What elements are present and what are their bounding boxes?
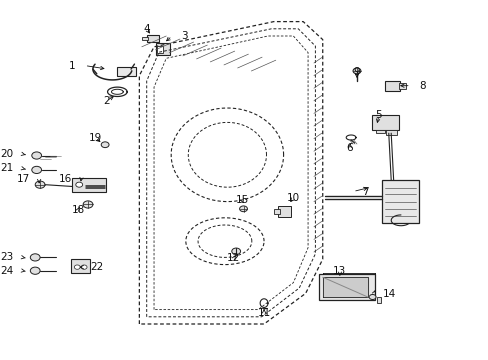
Circle shape [30, 254, 40, 261]
Text: 6: 6 [346, 143, 352, 153]
Text: 14: 14 [382, 289, 395, 300]
Circle shape [32, 166, 41, 174]
Text: 18: 18 [71, 204, 85, 215]
Text: 22: 22 [90, 262, 103, 272]
Circle shape [101, 142, 109, 148]
Circle shape [35, 181, 45, 188]
Circle shape [30, 267, 40, 274]
Text: 19: 19 [88, 132, 102, 143]
Bar [376, 297, 381, 303]
Circle shape [32, 152, 41, 159]
Bar [142, 37, 147, 40]
Bar [273, 209, 279, 214]
Text: 20: 20 [0, 149, 14, 159]
Text: 7: 7 [361, 186, 368, 197]
Text: 12: 12 [226, 253, 240, 264]
Circle shape [83, 201, 93, 208]
Bar [382, 180, 418, 223]
Text: 9: 9 [353, 67, 360, 77]
Bar [72, 178, 105, 192]
Text: 1: 1 [69, 60, 76, 71]
Bar [71, 259, 90, 273]
Circle shape [76, 182, 82, 187]
Polygon shape [322, 277, 367, 297]
Bar [385, 81, 399, 91]
Text: 10: 10 [286, 193, 299, 203]
Circle shape [368, 294, 375, 300]
Text: 15: 15 [235, 195, 248, 205]
Text: 3: 3 [181, 31, 187, 41]
Text: 23: 23 [0, 252, 14, 262]
Text: 24: 24 [0, 266, 14, 276]
Bar [157, 46, 163, 53]
Text: 11: 11 [257, 308, 270, 318]
Text: 8: 8 [419, 81, 426, 91]
Text: 17: 17 [17, 174, 30, 184]
Bar [398, 83, 406, 89]
Text: 21: 21 [0, 163, 14, 174]
Bar [371, 115, 398, 130]
Circle shape [81, 265, 87, 269]
Text: 5: 5 [375, 110, 382, 120]
Bar [155, 43, 170, 55]
Bar [146, 35, 159, 42]
Bar [318, 274, 374, 300]
Text: 13: 13 [332, 266, 346, 276]
Text: 4: 4 [143, 24, 150, 34]
Bar [375, 130, 385, 133]
Circle shape [231, 248, 240, 255]
Text: 16: 16 [59, 174, 72, 184]
Bar [277, 206, 291, 217]
Bar [117, 67, 136, 76]
Circle shape [74, 265, 80, 269]
Bar [386, 130, 396, 135]
Circle shape [239, 206, 247, 212]
Text: 2: 2 [103, 96, 110, 106]
Circle shape [352, 68, 360, 74]
